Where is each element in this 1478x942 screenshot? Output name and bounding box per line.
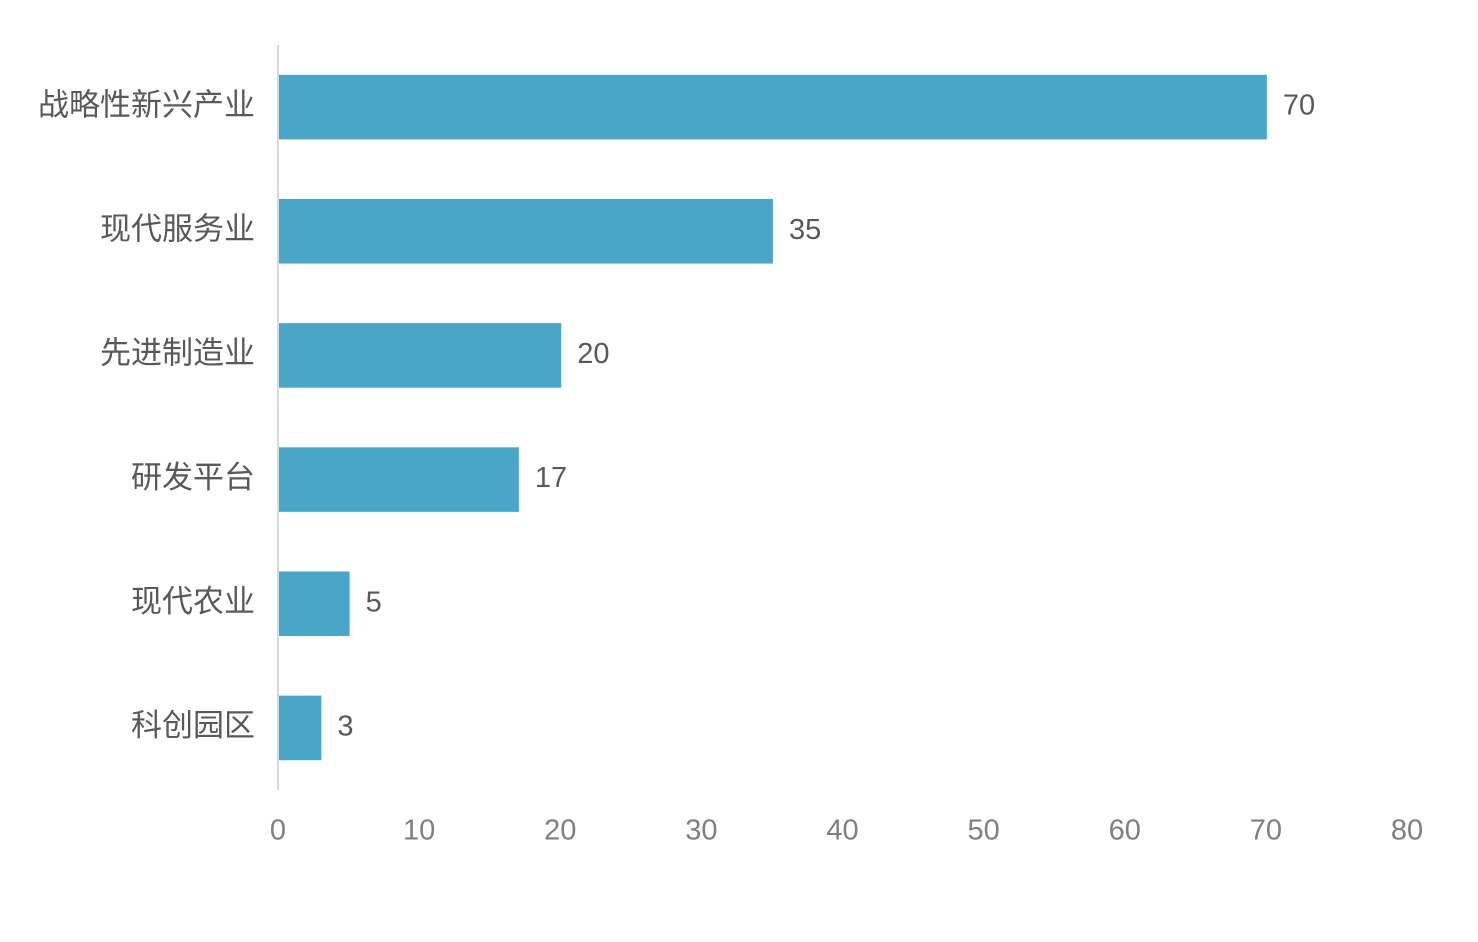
data-label: 20	[577, 338, 609, 370]
data-label: 3	[337, 711, 353, 743]
y-tick-label: 现代服务业	[100, 211, 255, 246]
bar	[279, 198, 773, 264]
bar	[279, 695, 322, 761]
y-tick-label: 先进制造业	[100, 336, 255, 371]
x-tick-label: 20	[544, 815, 576, 847]
x-tick-label: 50	[967, 815, 999, 847]
x-tick-label: 60	[1109, 815, 1141, 847]
data-label: 17	[535, 462, 567, 494]
bar	[279, 571, 350, 637]
x-tick-label: 40	[826, 815, 858, 847]
y-tick-label: 研发平台	[131, 460, 255, 495]
x-tick-label: 30	[685, 815, 717, 847]
data-label: 35	[789, 214, 821, 246]
data-label: 70	[1283, 90, 1315, 122]
x-tick-label: 10	[403, 815, 435, 847]
data-label: 5	[366, 586, 382, 618]
bar	[279, 447, 519, 512]
y-tick-label: 现代农业	[131, 584, 255, 619]
x-tick-label: 80	[1391, 815, 1423, 847]
y-tick-label: 战略性新兴产业	[38, 87, 255, 122]
bar	[279, 74, 1267, 140]
x-tick-label: 0	[270, 815, 286, 847]
x-tick-label: 70	[1250, 815, 1282, 847]
y-tick-label: 科创园区	[131, 708, 255, 743]
bar	[279, 323, 562, 388]
